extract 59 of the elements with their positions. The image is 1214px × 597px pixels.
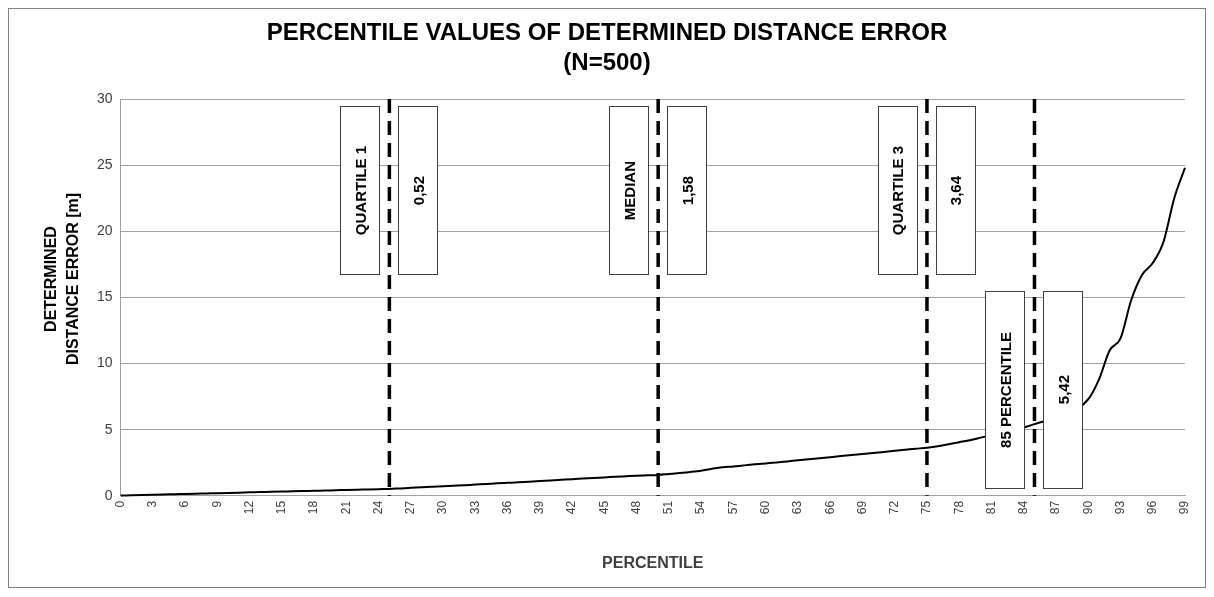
x-tick-label: 93 xyxy=(1112,500,1127,515)
x-tick-label: 69 xyxy=(854,500,869,515)
chart-title: PERCENTILE VALUES OF DETERMINED DISTANCE ERROR (N=500) xyxy=(265,17,949,77)
x-tick-label: 75 xyxy=(919,500,934,515)
x-tick-label: 60 xyxy=(757,500,772,515)
x-tick-label: 90 xyxy=(1080,500,1095,515)
x-tick-label: 78 xyxy=(951,500,966,515)
ref-line-label: QUARTILE 3 xyxy=(889,145,907,235)
x-tick-label: 51 xyxy=(661,500,676,515)
label-frame: 3,64 xyxy=(935,105,976,275)
y-tick-label: 5 xyxy=(104,420,113,437)
x-tick-label: 30 xyxy=(435,500,450,515)
y-axis-title: DETERMINED DISTANCE ERROR [m] xyxy=(40,191,82,368)
x-tick-label: 57 xyxy=(725,500,740,515)
x-tick-label: 9 xyxy=(209,500,224,508)
x-tick-label: 3 xyxy=(145,500,160,508)
x-tick-label: 15 xyxy=(274,500,289,515)
y-tick-label: 15 xyxy=(96,288,113,305)
y-tick-label: 10 xyxy=(96,354,113,371)
y-tick-label: 30 xyxy=(96,89,113,106)
x-tick-label: 99 xyxy=(1177,500,1192,515)
annotation: 1,58 xyxy=(678,175,696,205)
x-tick-label: 33 xyxy=(467,500,482,515)
label-frame: 85 PERCENTILE xyxy=(985,290,1026,490)
label-frame: QUARTILE 3 xyxy=(877,105,918,275)
x-axis-title: PERCENTILE xyxy=(602,553,704,571)
x-tick-label: 45 xyxy=(596,500,611,515)
label-frame: 0,52 xyxy=(398,105,439,275)
y-tick-label: 25 xyxy=(96,155,113,172)
x-tick-label: 39 xyxy=(532,500,547,515)
x-tick-label: 63 xyxy=(790,500,805,515)
x-tick-label: 72 xyxy=(887,500,902,515)
x-tick-label: 6 xyxy=(177,500,192,508)
annotation: 3,64 xyxy=(947,175,965,205)
x-tick-label: 54 xyxy=(693,500,708,515)
x-tick-label: 48 xyxy=(628,500,643,515)
x-tick-label: 96 xyxy=(1145,500,1160,515)
x-tick-label: 87 xyxy=(1048,500,1063,515)
ref-line-label: MEDIAN xyxy=(620,160,638,220)
x-tick-label: 84 xyxy=(1016,500,1031,515)
ref-line-label: 85 PERCENTILE xyxy=(996,332,1014,448)
y-tick-label: 20 xyxy=(96,222,113,239)
x-tick-label: 21 xyxy=(338,500,353,515)
x-tick-label: 24 xyxy=(370,500,385,515)
x-tick-label: 66 xyxy=(822,500,837,515)
x-tick-label: 27 xyxy=(403,500,418,515)
x-tick-label: 81 xyxy=(983,500,998,515)
x-tick-label: 12 xyxy=(241,500,256,515)
x-tick-label: 36 xyxy=(499,500,514,515)
ref-line-label: QUARTILE 1 xyxy=(351,145,369,235)
annotation: 5,42 xyxy=(1054,375,1072,405)
x-tick-label: 18 xyxy=(306,500,321,515)
label-frame: MEDIAN xyxy=(609,105,650,275)
x-tick-label: 42 xyxy=(564,500,579,515)
label-frame: 1,58 xyxy=(667,105,708,275)
x-tick-label: 0 xyxy=(112,500,127,508)
annotation: 0,52 xyxy=(409,175,427,205)
label-frame: QUARTILE 1 xyxy=(340,105,381,275)
label-frame: 5,42 xyxy=(1043,290,1084,490)
